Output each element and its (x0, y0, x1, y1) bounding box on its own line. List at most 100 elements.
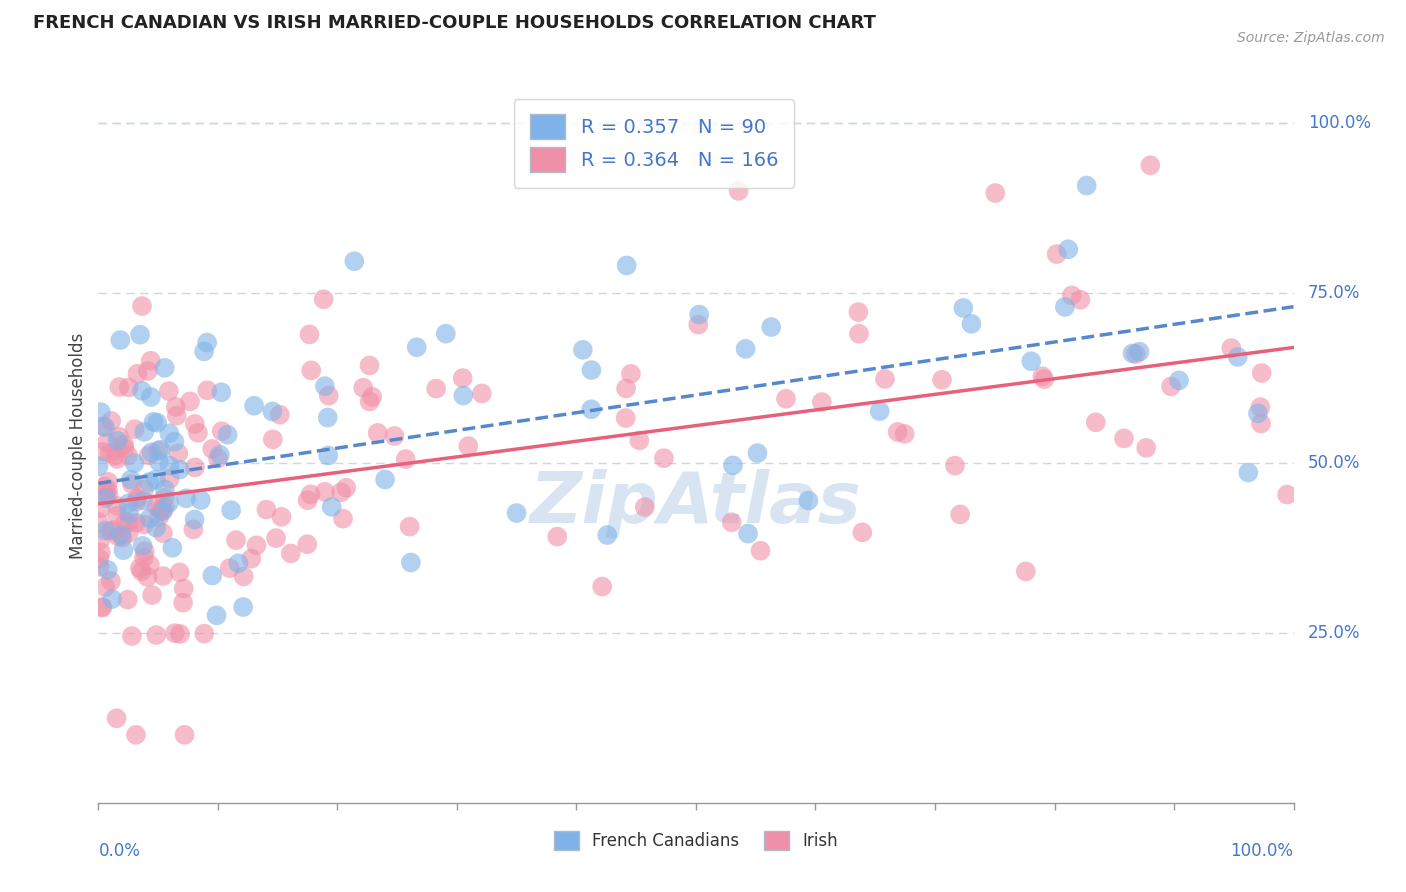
Text: 75.0%: 75.0% (1308, 284, 1360, 302)
Point (103, 523, 125, 537)
Text: FRENCH CANADIAN VS IRISH MARRIED-COUPLE HOUSEHOLDS CORRELATION CHART: FRENCH CANADIAN VS IRISH MARRIED-COUPLE … (32, 14, 876, 32)
Point (193, 626, 215, 640)
Point (159, 472, 181, 486)
Point (228, 556, 250, 570)
Point (1084, 415, 1107, 429)
Point (105, 508, 128, 523)
Point (145, 472, 167, 486)
Point (110, 333, 132, 347)
Text: 100.0%: 100.0% (1308, 114, 1371, 132)
Point (316, 449, 339, 463)
Point (314, 379, 336, 393)
Point (87, 459, 110, 474)
Point (359, 394, 381, 409)
Point (152, 504, 174, 518)
Point (747, 446, 769, 460)
Text: 0.0%: 0.0% (98, 842, 141, 860)
Point (150, 504, 173, 518)
Point (90, 545, 112, 559)
Point (90, 501, 112, 516)
Point (165, 400, 187, 414)
Point (94, 491, 117, 505)
Point (100, 414, 122, 428)
Point (169, 627, 191, 641)
Point (848, 326, 870, 341)
Point (984, 186, 1007, 200)
Point (108, 430, 131, 444)
Point (98, 524, 121, 538)
Point (811, 395, 834, 409)
Point (94, 524, 117, 538)
Point (572, 343, 595, 357)
Point (1247, 406, 1270, 420)
Point (139, 558, 162, 572)
Point (201, 442, 224, 456)
Point (117, 449, 139, 463)
Point (734, 342, 756, 356)
Point (737, 526, 759, 541)
Point (146, 416, 169, 430)
Point (157, 495, 180, 509)
Point (96, 435, 118, 450)
Point (546, 530, 568, 544)
Point (1033, 372, 1056, 386)
Point (118, 507, 141, 521)
Point (125, 728, 148, 742)
Point (157, 426, 180, 441)
Point (187, 425, 209, 440)
Point (114, 516, 136, 530)
Point (359, 359, 381, 373)
Point (374, 473, 396, 487)
Point (97, 563, 120, 577)
Point (141, 588, 163, 602)
Point (384, 429, 406, 443)
Point (141, 445, 163, 459)
Point (91, 600, 114, 615)
Point (163, 434, 186, 449)
Point (886, 425, 908, 439)
Point (316, 410, 339, 425)
Point (1019, 354, 1042, 368)
Point (131, 299, 153, 313)
Point (848, 305, 870, 319)
Point (208, 448, 231, 462)
Point (207, 451, 229, 466)
Point (652, 451, 675, 466)
Point (321, 500, 343, 514)
Point (893, 426, 915, 441)
Point (148, 510, 170, 524)
Point (219, 503, 242, 517)
Point (167, 446, 190, 460)
Point (166, 409, 188, 423)
Point (434, 326, 457, 341)
Point (138, 448, 160, 462)
Point (1250, 366, 1272, 380)
Point (201, 568, 224, 582)
Point (1060, 288, 1083, 302)
Point (471, 386, 494, 401)
Point (451, 371, 474, 385)
Point (98, 446, 121, 460)
Point (1015, 565, 1038, 579)
Point (314, 484, 336, 499)
Point (131, 564, 153, 578)
Point (124, 456, 146, 470)
Point (205, 608, 228, 623)
Point (749, 543, 772, 558)
Point (89, 559, 111, 574)
Point (335, 481, 357, 495)
Point (193, 344, 215, 359)
Point (1121, 346, 1143, 360)
Point (1139, 158, 1161, 172)
Point (190, 493, 212, 508)
Point (343, 254, 366, 268)
Point (620, 367, 643, 381)
Point (112, 543, 135, 558)
Point (148, 455, 170, 469)
Point (107, 529, 129, 543)
Point (153, 483, 176, 497)
Text: 50.0%: 50.0% (1308, 454, 1360, 472)
Point (1168, 373, 1191, 387)
Point (145, 499, 167, 513)
Point (1275, 487, 1298, 501)
